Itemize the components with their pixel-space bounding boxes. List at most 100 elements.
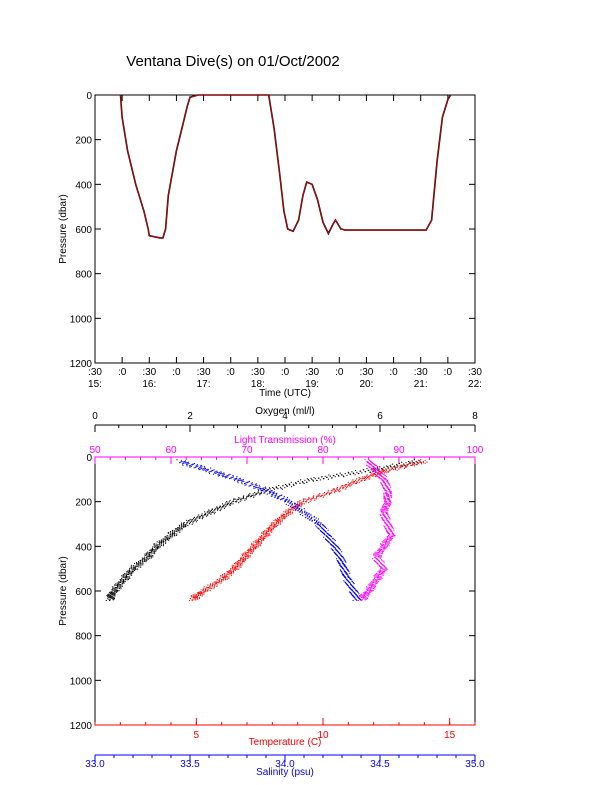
data-point (248, 555, 250, 558)
time-series-xlabel: Time (UTC) (259, 388, 311, 399)
data-point (424, 462, 426, 464)
data-point (363, 596, 365, 599)
data-point (390, 466, 392, 468)
data-point (127, 572, 129, 574)
data-point (367, 465, 369, 467)
data-point (284, 518, 286, 520)
data-point (259, 537, 261, 539)
data-point (170, 534, 172, 536)
data-point (269, 488, 271, 490)
data-point (201, 592, 203, 595)
data-point (257, 540, 259, 542)
data-point (162, 539, 164, 542)
data-point (198, 517, 200, 519)
data-point (359, 596, 361, 598)
data-point (224, 503, 226, 505)
data-point (357, 596, 359, 598)
data-point (174, 533, 176, 535)
data-point (351, 483, 353, 485)
data-point (190, 595, 192, 597)
data-point (338, 491, 340, 493)
data-point (297, 502, 299, 504)
data-point (384, 477, 386, 479)
data-point (327, 478, 329, 480)
data-point (387, 504, 389, 506)
data-point (140, 565, 142, 567)
data-point (278, 516, 280, 519)
data-point (384, 501, 387, 503)
data-point (209, 583, 212, 585)
data-point (279, 520, 281, 523)
data-point (390, 503, 392, 505)
data-point (180, 459, 182, 461)
data-point (197, 594, 200, 596)
transmission-axis-label: Light Transmission (%) (234, 435, 336, 446)
data-point (305, 501, 308, 503)
data-point (263, 533, 265, 536)
data-point (135, 568, 137, 571)
data-point (298, 504, 300, 506)
data-point (381, 541, 383, 543)
data-point (329, 538, 331, 540)
data-point (379, 546, 381, 548)
data-point (385, 511, 387, 513)
data-point (379, 562, 382, 564)
data-point (131, 574, 133, 576)
data-point (345, 487, 348, 489)
data-point (383, 545, 386, 547)
transmission-tick-label: 70 (241, 445, 253, 456)
data-point (262, 487, 264, 489)
data-point (197, 515, 199, 518)
data-point (379, 549, 382, 552)
data-point (388, 528, 390, 530)
data-point (280, 515, 282, 518)
data-point (234, 479, 236, 482)
data-point (275, 520, 277, 522)
data-point (147, 555, 149, 558)
data-point (169, 531, 172, 533)
data-point (385, 469, 387, 471)
data-point (316, 495, 318, 497)
data-point (198, 596, 200, 598)
data-point (284, 515, 286, 517)
data-point (267, 535, 269, 537)
data-point (361, 594, 363, 597)
data-point (383, 503, 385, 505)
data-point (386, 493, 388, 495)
data-point (314, 478, 316, 480)
data-point (384, 568, 386, 570)
data-point (312, 496, 314, 499)
data-point (378, 550, 381, 553)
x-tick-minute-label: :30 (468, 367, 482, 378)
data-point (253, 487, 255, 489)
data-point (391, 468, 393, 470)
data-point (126, 579, 128, 581)
data-point (226, 576, 228, 578)
data-point (386, 487, 388, 489)
data-point (279, 523, 281, 525)
data-point (383, 572, 385, 574)
data-point (383, 497, 385, 499)
data-point (200, 466, 202, 468)
data-point (348, 484, 350, 486)
data-point (315, 496, 318, 498)
data-point (371, 472, 373, 474)
data-point (299, 510, 301, 512)
data-point (337, 551, 340, 554)
data-point (145, 552, 147, 554)
data-point (234, 501, 236, 503)
data-point (235, 561, 237, 564)
data-point (371, 461, 373, 463)
data-point (179, 462, 181, 464)
oxygen-tick-label: 0 (92, 411, 98, 422)
data-point (350, 578, 352, 581)
data-point (237, 482, 239, 484)
data-point (132, 566, 134, 568)
data-point (387, 467, 389, 470)
data-point (132, 572, 134, 574)
data-point (234, 568, 236, 570)
data-point (359, 599, 362, 601)
data-point (250, 495, 252, 497)
data-point (217, 508, 219, 510)
data-point (277, 521, 280, 524)
